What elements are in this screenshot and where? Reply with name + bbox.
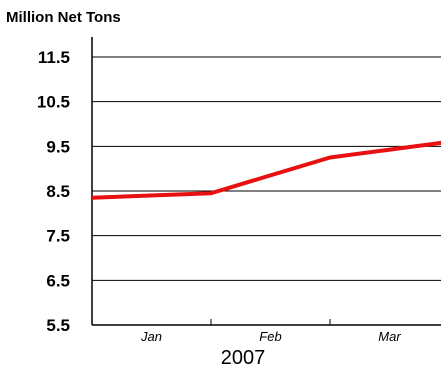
- y-tick-label: 6.5: [46, 271, 70, 290]
- y-tick-label: 10.5: [37, 93, 70, 112]
- y-tick-label: 7.5: [46, 227, 70, 246]
- series-line: [91, 140, 441, 200]
- y-axis-title: Million Net Tons: [6, 9, 121, 26]
- y-tick-labels: 11.5 10.5 9.5 8.5 7.5 6.5 5.5: [37, 48, 70, 335]
- axes: [91, 37, 441, 326]
- y-tick-label: 11.5: [38, 48, 70, 67]
- x-axis-title: 2007: [221, 347, 266, 368]
- x-tick-label: Jan: [140, 329, 162, 344]
- x-tick-label: Feb: [259, 329, 281, 344]
- y-tick-label: 5.5: [46, 316, 70, 335]
- x-tick-label: Mar: [378, 329, 401, 344]
- y-tick-label: 9.5: [46, 137, 70, 156]
- series-layer: [91, 140, 441, 200]
- y-tick-label: 8.5: [46, 182, 70, 201]
- x-tick-labels: Jan Feb Mar: [140, 329, 401, 344]
- gridlines: [92, 56, 441, 281]
